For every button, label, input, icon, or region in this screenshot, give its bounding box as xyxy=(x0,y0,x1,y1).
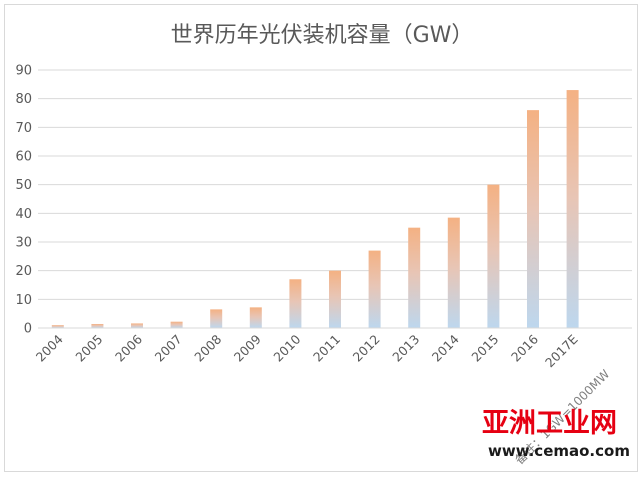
x-axis-ticks: 2004 2005 2006 2007 2008 2009 2010 2011 2012 2013… xyxy=(33,331,581,370)
bar-2008 xyxy=(210,309,223,328)
x-tick-label: 2005 xyxy=(72,332,105,365)
y-tick-label: 30 xyxy=(15,236,32,251)
x-tick-label: 2004 xyxy=(33,331,66,364)
y-tick-label: 80 xyxy=(15,92,32,107)
bar-2015 xyxy=(487,184,500,328)
bar-2016 xyxy=(527,110,539,328)
x-tick-label: 2013 xyxy=(389,332,422,365)
y-tick-label: 40 xyxy=(15,207,32,222)
y-tick-label: 20 xyxy=(15,264,32,279)
y-tick-label: 90 xyxy=(15,64,32,79)
x-tick-label: 2016 xyxy=(508,331,541,364)
y-tick-label: 10 xyxy=(15,293,32,308)
watermark-url: www.cemao.com xyxy=(488,442,630,460)
bar-2011 xyxy=(329,270,341,328)
y-tick-label: 0 xyxy=(24,322,32,337)
bar-2005 xyxy=(91,323,104,328)
x-tick-label: 2012 xyxy=(350,332,383,365)
watermark-logo: 亚洲工业网 xyxy=(482,408,617,439)
bar-2012 xyxy=(368,250,381,328)
x-tick-label: 2008 xyxy=(191,331,224,364)
bar-2017E xyxy=(566,90,579,328)
y-axis-ticks: 0 10 20 30 40 50 60 70 80 90 xyxy=(15,64,32,337)
y-tick-label: 70 xyxy=(15,121,32,136)
x-tick-label: 2015 xyxy=(468,332,501,365)
bar-2006 xyxy=(131,323,143,328)
bar-2009 xyxy=(249,307,262,328)
bar-2014 xyxy=(447,217,460,328)
bar-2004 xyxy=(51,325,64,328)
x-tick-label: 2011 xyxy=(310,332,343,365)
bar-2010 xyxy=(289,279,302,328)
bar-2007 xyxy=(170,321,183,328)
chart-title: 世界历年光伏装机容量（GW） xyxy=(171,23,474,48)
x-tick-label: 2017E xyxy=(542,331,581,370)
x-tick-label: 2014 xyxy=(429,331,462,364)
bar-2013 xyxy=(408,227,421,328)
x-tick-label: 2009 xyxy=(231,331,264,364)
x-tick-label: 2006 xyxy=(112,331,145,364)
bars xyxy=(51,90,579,328)
y-tick-label: 60 xyxy=(15,150,32,165)
x-tick-label: 2007 xyxy=(152,332,185,365)
grid-lines xyxy=(38,69,632,300)
x-tick-label: 2010 xyxy=(270,331,303,364)
y-tick-label: 50 xyxy=(15,178,32,193)
